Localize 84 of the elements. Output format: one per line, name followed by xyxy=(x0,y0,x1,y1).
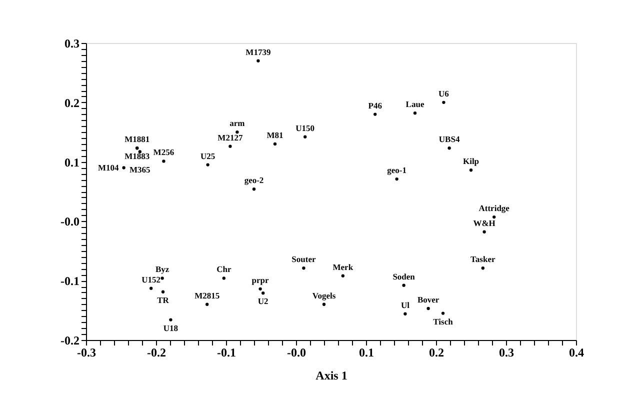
x-tick-label: 0.2 xyxy=(429,346,444,360)
data-label: U18 xyxy=(163,322,178,333)
point xyxy=(228,144,232,148)
data-label: M2127 xyxy=(218,132,244,142)
data-label: U25 xyxy=(200,150,216,161)
data-label: M365 xyxy=(130,164,150,175)
point xyxy=(481,266,484,270)
x-tick-label: 0.4 xyxy=(569,346,584,360)
point xyxy=(222,276,226,280)
x-tick-label: 0.1 xyxy=(359,346,374,360)
data-label: Bover xyxy=(417,294,440,305)
data-label: U150 xyxy=(296,122,315,133)
point xyxy=(262,291,265,295)
point xyxy=(492,215,496,219)
point xyxy=(256,59,260,62)
data-label: M1883 xyxy=(124,151,150,162)
data-label: TR xyxy=(157,294,170,305)
data-label: arm xyxy=(230,118,245,128)
data-label: Soden xyxy=(392,271,416,282)
y-tick-label: 0.3 xyxy=(64,36,80,50)
point xyxy=(402,284,406,287)
data-label: Byz xyxy=(155,264,170,274)
y-tick-label: -0.0 xyxy=(60,214,80,229)
point xyxy=(404,312,407,316)
y-tick-label: -0.2 xyxy=(60,334,80,348)
data-label: Attridge xyxy=(478,203,510,214)
point xyxy=(441,312,445,315)
data-label: Laue xyxy=(406,99,424,110)
data-label: U2 xyxy=(258,296,268,306)
point xyxy=(304,135,307,138)
point xyxy=(150,286,153,290)
point xyxy=(252,188,256,191)
y-tick-label: 0.1 xyxy=(64,155,80,170)
x-axis-title: Axis 1 xyxy=(316,368,348,382)
data-label: M104 xyxy=(98,162,120,173)
point xyxy=(302,266,306,270)
x-tick-label: 0.3 xyxy=(499,346,514,360)
x-tick-label: -0.0 xyxy=(287,346,306,360)
data-label: Chr xyxy=(216,264,232,274)
point xyxy=(258,287,262,290)
data-label: Tasker xyxy=(470,254,496,264)
point xyxy=(426,306,430,310)
data-label: UBS4 xyxy=(438,134,460,144)
data-label: P46 xyxy=(368,100,382,110)
point xyxy=(448,146,451,150)
point xyxy=(162,160,166,163)
point xyxy=(469,168,473,172)
point xyxy=(442,100,446,104)
point xyxy=(169,318,172,322)
point xyxy=(160,276,164,280)
data-label: M256 xyxy=(153,147,174,158)
x-tick-label: -0.3 xyxy=(77,346,96,360)
point xyxy=(273,142,277,146)
data-label: Merk xyxy=(332,262,354,272)
point xyxy=(374,112,377,116)
point xyxy=(206,302,209,306)
point xyxy=(341,274,344,278)
x-tick-label: -0.2 xyxy=(147,346,166,360)
point xyxy=(236,130,239,134)
point xyxy=(161,290,165,294)
data-label: M81 xyxy=(266,130,284,140)
point xyxy=(395,177,398,181)
data-label: W&H xyxy=(473,218,496,228)
point xyxy=(413,112,417,115)
data-label: Tisch xyxy=(433,316,454,326)
point xyxy=(122,166,126,170)
data-label: geo-2 xyxy=(244,175,264,186)
data-label: prpr xyxy=(252,274,270,285)
point xyxy=(482,230,486,234)
y-tick-label: 0.2 xyxy=(64,96,80,110)
y-tick-label: -0.1 xyxy=(60,274,80,288)
data-label: Kilp xyxy=(462,156,480,166)
data-label: Souter xyxy=(292,254,316,264)
data-label: Vogels xyxy=(312,290,336,300)
data-label: M2815 xyxy=(194,290,220,300)
data-label: Ul xyxy=(400,300,410,310)
data-label: U152 xyxy=(142,274,161,284)
x-tick-label: -0.1 xyxy=(217,346,236,360)
data-label: M1739 xyxy=(246,46,271,57)
point xyxy=(206,163,210,166)
data-label: U6 xyxy=(438,88,449,98)
point xyxy=(322,302,326,306)
data-label: geo-1 xyxy=(387,165,406,176)
data-label: M1881 xyxy=(124,134,150,144)
